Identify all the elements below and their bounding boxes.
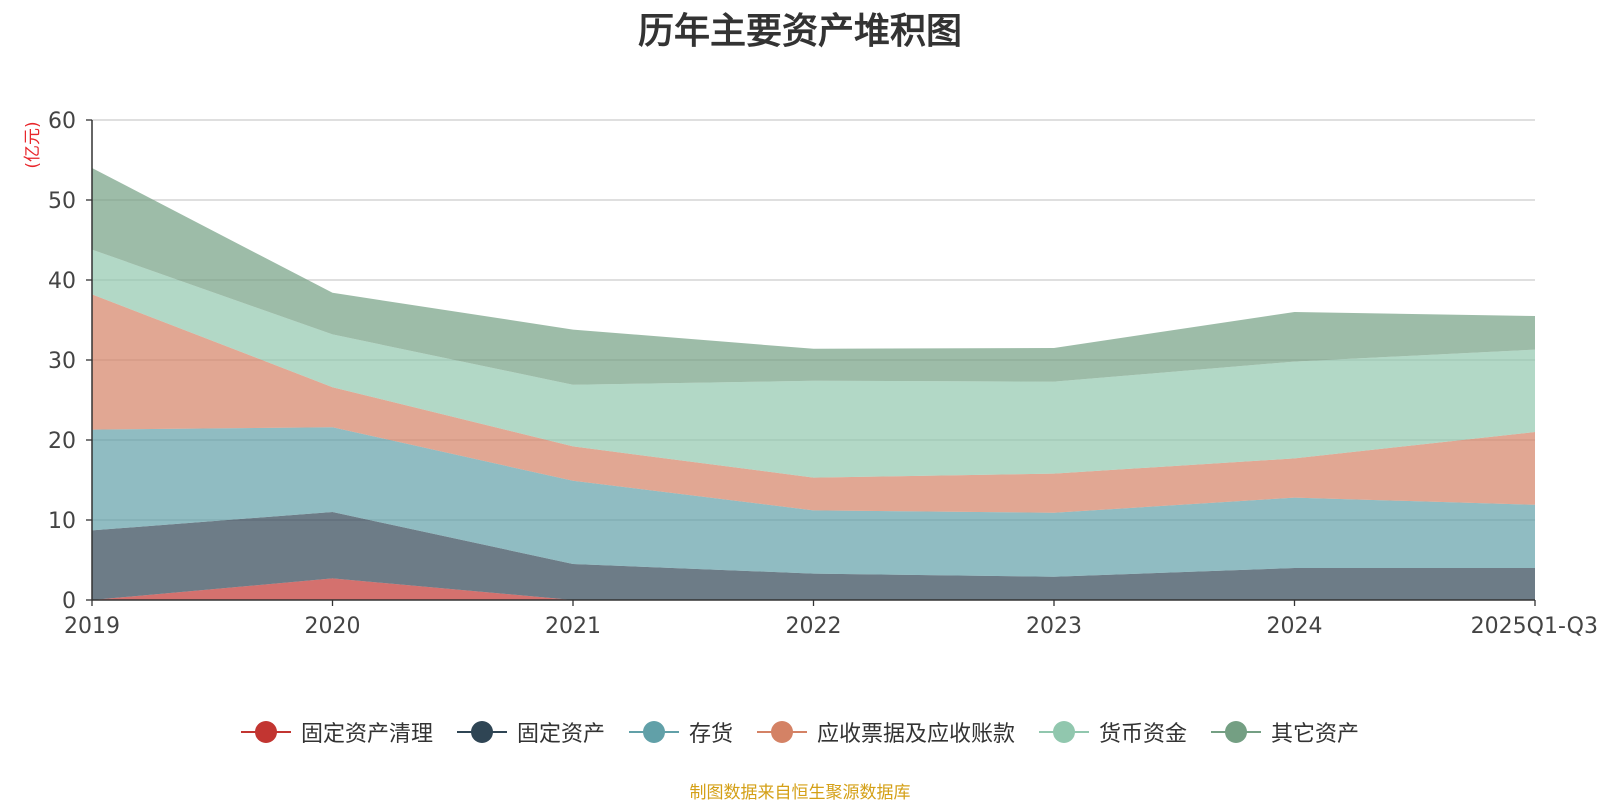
x-tick-label: 2021 — [545, 614, 601, 639]
legend-marker-icon — [757, 721, 807, 743]
legend-marker-icon — [1211, 721, 1262, 743]
y-tick-label: 60 — [48, 109, 76, 134]
legend-item[interactable]: 固定资产 — [456, 716, 605, 748]
x-tick-label: 2019 — [64, 614, 120, 639]
legend-marker-icon — [240, 721, 291, 743]
legend-item[interactable]: 固定资产清理 — [240, 716, 433, 748]
legend-label: 固定资产清理 — [300, 722, 433, 747]
legend-marker-icon — [1039, 721, 1090, 743]
axes: 0 10 20 30 40 50 60 2019 2020 2021 2022 2023 2024 202… — [48, 109, 1598, 639]
y-tick-label: 30 — [48, 349, 76, 374]
legend-item[interactable]: 其它资产 — [1211, 716, 1359, 748]
x-tick-label: 2020 — [305, 614, 361, 639]
y-axis-label: (亿元) — [23, 121, 43, 168]
area-series-4 — [92, 249, 1535, 478]
legend-marker-icon — [628, 721, 679, 743]
legend-item[interactable]: 存货 — [628, 716, 733, 748]
legend-item[interactable]: 应收票据及应收账款 — [757, 716, 1015, 748]
legend-label: 其它资产 — [1271, 722, 1360, 747]
y-tick-label: 0 — [62, 589, 76, 614]
x-tick-label: 2023 — [1026, 614, 1082, 639]
legend-label: 固定资产 — [516, 722, 605, 747]
stacked-areas — [92, 168, 1535, 600]
y-tick-label: 20 — [48, 429, 76, 454]
x-tick-label: 2022 — [786, 614, 842, 639]
legend-label: 货币资金 — [1099, 722, 1188, 747]
legend-item[interactable]: 货币资金 — [1039, 716, 1187, 748]
area-series-0 — [92, 578, 1535, 600]
chart-title: 历年主要资产堆积图 — [637, 11, 962, 52]
legend-label: 存货 — [688, 722, 733, 747]
x-tick-label: 2024 — [1267, 614, 1323, 639]
area-series-2 — [92, 427, 1535, 577]
area-series-1 — [92, 512, 1535, 600]
legend-marker-icon — [456, 721, 507, 743]
area-series-3 — [92, 294, 1535, 513]
y-tick-label: 10 — [48, 509, 76, 534]
area-series-5 — [92, 168, 1535, 385]
y-tick-label: 50 — [48, 189, 76, 214]
x-tick-label: 2025Q1-Q3 — [1471, 614, 1598, 639]
legend: 固定资产清理 固定资产 存货 应收票据及应收账款 货币资金 其它资产 — [0, 716, 1600, 748]
legend-label: 应收票据及应收账款 — [817, 722, 1016, 747]
y-tick-label: 40 — [48, 269, 76, 294]
source-note: 制图数据来自恒生聚源数据库 — [689, 783, 911, 803]
